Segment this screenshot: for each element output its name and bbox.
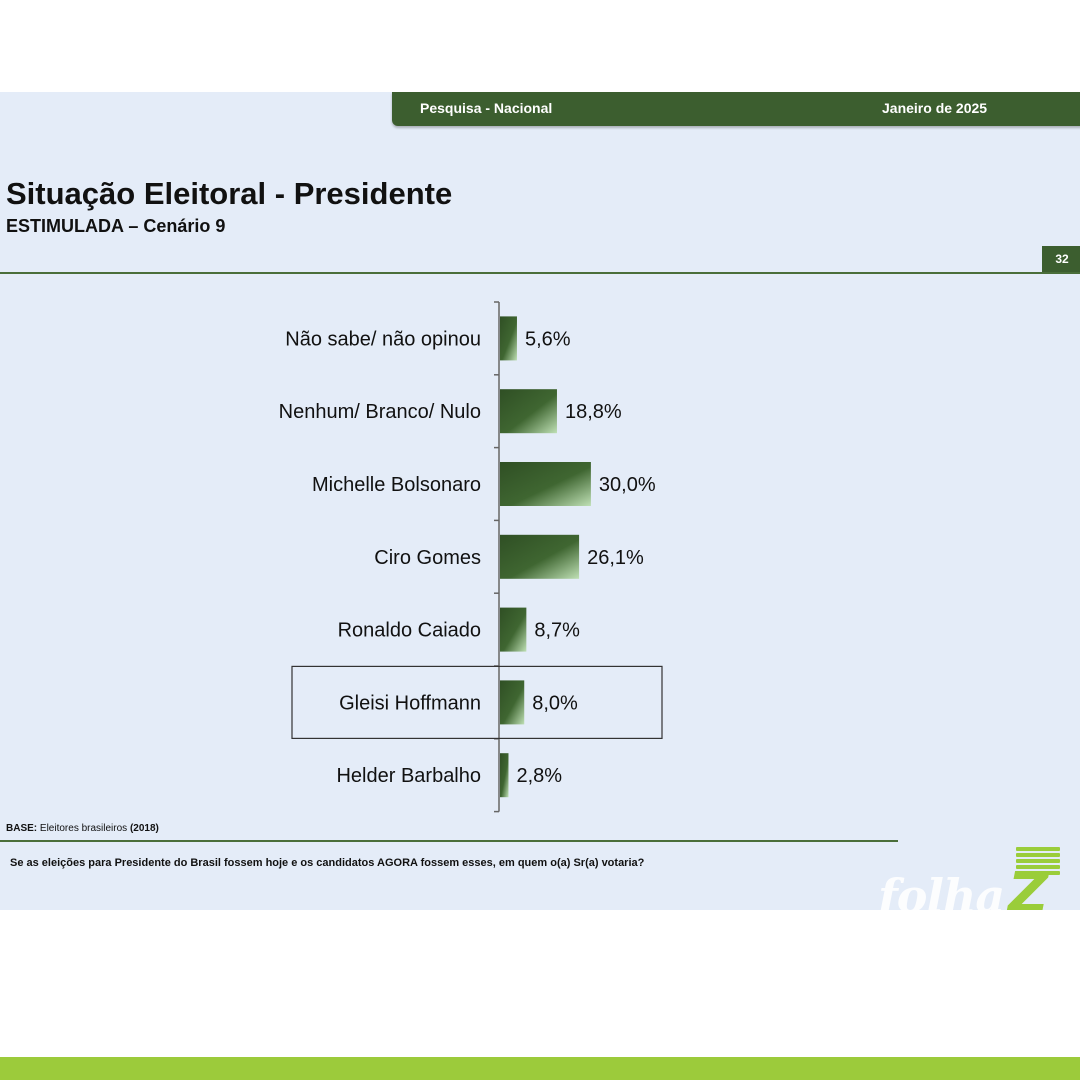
base-year: (2018) — [129, 823, 159, 834]
chart-subtitle: ESTIMULADA – Cenário 9 — [6, 216, 226, 236]
bar-5 — [500, 680, 525, 725]
survey-slide: Pesquisa - Nacional Janeiro de 2025 Situ… — [0, 92, 1080, 910]
bar-6 — [500, 753, 509, 798]
base-label: BASE: — [6, 823, 38, 834]
bottom-divider — [0, 840, 898, 842]
category-label: Michelle Bolsonaro — [312, 474, 481, 496]
header-bar: Pesquisa - Nacional Janeiro de 2025 — [392, 92, 1080, 126]
value-label: 8,7% — [534, 620, 580, 642]
value-label: 2,8% — [516, 765, 562, 787]
bar-1 — [500, 389, 557, 434]
base-note: BASE: Eleitores brasileiros (2018) — [6, 823, 159, 834]
top-divider — [0, 272, 1080, 274]
bar-4 — [500, 607, 527, 652]
base-text: Eleitores brasileiros — [39, 823, 128, 834]
survey-question: Se as eleições para Presidente do Brasil… — [10, 857, 645, 869]
value-label: 30,0% — [599, 474, 656, 496]
category-label: Gleisi Hoffmann — [339, 692, 481, 714]
chart-title: Situação Eleitoral - Presidente — [6, 176, 453, 211]
bar-2 — [500, 462, 591, 506]
logo-stripes — [1016, 847, 1060, 877]
category-label: Nenhum/ Branco/ Nulo — [279, 401, 481, 423]
header-date: Janeiro de 2025 — [882, 100, 988, 116]
logo-letter: Z — [1008, 861, 1049, 910]
highlight-box — [291, 665, 663, 740]
value-label: 8,0% — [532, 692, 578, 714]
category-label: Helder Barbalho — [336, 765, 481, 787]
page-number-badge: 32 — [1042, 246, 1080, 272]
value-label: 18,8% — [565, 401, 622, 423]
value-label: 5,6% — [525, 328, 571, 350]
header-survey-label: Pesquisa - Nacional — [420, 100, 553, 116]
bar-0 — [500, 316, 517, 361]
folhaz-logo: folha Z — [870, 847, 1070, 910]
logo-word: folha — [878, 869, 1005, 910]
bar-3 — [500, 534, 580, 579]
value-label: 26,1% — [587, 547, 644, 569]
category-label: Ronaldo Caiado — [338, 620, 481, 642]
category-label: Não sabe/ não opinou — [285, 328, 481, 350]
bar-chart: Não sabe/ não opinou 5,6% Nenhum/ Branco/ … — [279, 301, 663, 813]
footer-band — [0, 1057, 1080, 1080]
category-label: Ciro Gomes — [374, 547, 481, 569]
